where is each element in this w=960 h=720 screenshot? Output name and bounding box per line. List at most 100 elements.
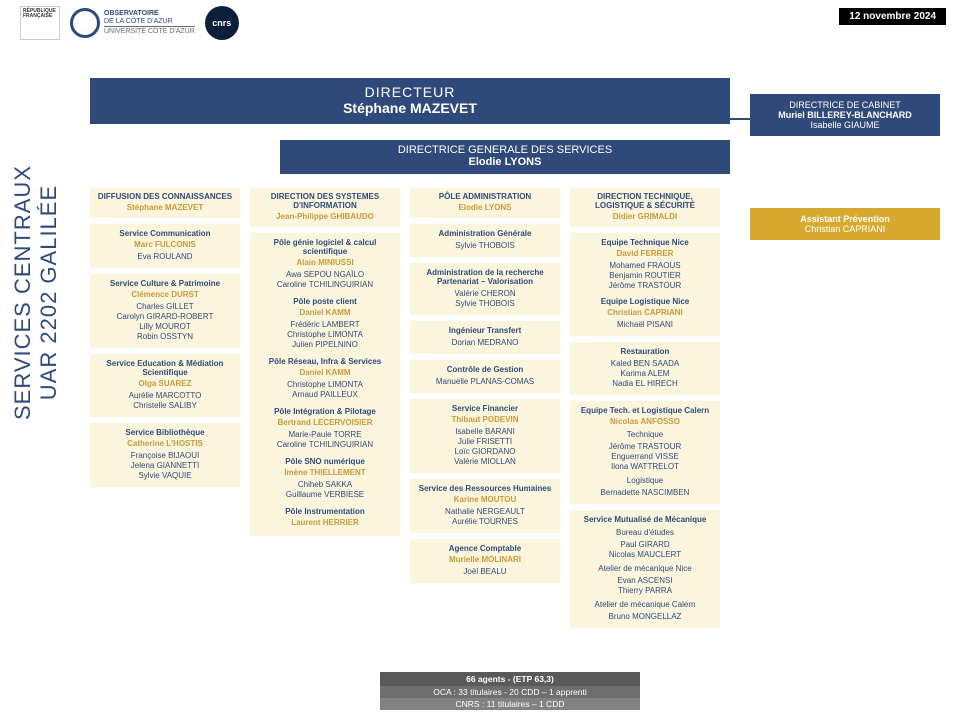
block-names: Bernadette NASCIMBEN xyxy=(574,488,716,498)
block-title: Contrôle de Gestion xyxy=(414,365,556,374)
block-names: Nathalie NERGEAULTAurélie TOURNES xyxy=(414,507,556,527)
service-block: Ingénieur Transfert Dorian MEDRANO xyxy=(410,321,560,354)
column-lead: Jean-Philippe GHIBAUDO xyxy=(254,212,396,221)
block-title: Ingénieur Transfert xyxy=(414,326,556,335)
block-names: Evan ASCENSIThierry PARRA xyxy=(574,576,716,596)
side-title-line1: SERVICES CENTRAUX xyxy=(10,165,36,420)
column-head: DIRECTION TECHNIQUE, LOGISTIQUE & SÉCURI… xyxy=(570,188,720,227)
assistant-name: Christian CAPRIANI xyxy=(754,224,936,234)
service-block: Administration de la recherche Partenari… xyxy=(410,263,560,315)
block-subsection: Atelier de mécanique Calern xyxy=(574,600,716,609)
block-names: Awa SEPOU NGAÏLOCaroline TCHILINGUIRIAN xyxy=(254,270,396,290)
service-block: Service Communication Marc FULCONIS Eva RO… xyxy=(90,224,240,268)
service-block: Service FinancierThibaut PODEVINIsabelle… xyxy=(410,399,560,473)
block-title: Pôle SNO numérique xyxy=(254,457,396,466)
service-block: Administration GénéraleSylvie THOBOIS xyxy=(410,224,560,257)
footer-line3: CNRS : 11 titulaires – 1 CDD xyxy=(380,698,640,710)
dgs-role: DIRECTRICE GENERALE DES SERVICES xyxy=(280,144,730,156)
column-title: DIRECTION TECHNIQUE, LOGISTIQUE & SÉCURI… xyxy=(574,192,716,210)
block-names: Kaled BEN SAADAKarima ALEMNadia EL HIREC… xyxy=(574,359,716,389)
block-subsection: Bureau d'études xyxy=(574,528,716,537)
block-title: Agence Comptable xyxy=(414,544,556,553)
oca-line1: OBSERVATOIRE xyxy=(104,10,195,17)
director-role: DIRECTEUR xyxy=(90,84,730,100)
cabinet-box: DIRECTRICE DE CABINET Muriel BILLEREY-BL… xyxy=(750,94,940,136)
column-head: DIRECTION DES SYSTEMES D'INFORMATION Jean… xyxy=(250,188,400,227)
block-lead: Bertrand LECERVOISIER xyxy=(254,418,396,427)
cabinet-sub: Isabelle GIAUME xyxy=(754,120,936,130)
block-title: Pôle Intégration & Pilotage xyxy=(254,407,396,416)
block-names: Eva ROULAND xyxy=(94,252,236,262)
block-names: Michaël PISANI xyxy=(574,320,716,330)
block-title: Pôle poste client xyxy=(254,297,396,306)
logo-cnrs: cnrs xyxy=(205,6,239,40)
column-lead: Stéphane MAZEVET xyxy=(94,203,236,212)
oca-text: OBSERVATOIRE DE LA CÔTE D'AZUR UNIVERSIT… xyxy=(104,10,195,35)
block-names: Mohamed FRAOUSBenjamin ROUTIERJérôme TRA… xyxy=(574,261,716,291)
service-block: Service Mutualisé de MécaniqueBureau d'é… xyxy=(570,510,720,628)
column-head: PÔLE ADMINISTRATIONElodie LYONS xyxy=(410,188,560,218)
block-title: Service Bibliothèque xyxy=(94,428,236,437)
service-block: Equipe Technique NiceDavid FERRERMohamed… xyxy=(570,233,720,336)
column-title: DIRECTION DES SYSTEMES D'INFORMATION xyxy=(254,192,396,210)
block-names: Dorian MEDRANO xyxy=(414,338,556,348)
assistant-role: Assistant Prévention xyxy=(754,214,936,224)
header-logos: RÉPUBLIQUE FRANÇAISE OBSERVATOIRE DE LA … xyxy=(20,6,239,40)
director-name: Stéphane MAZEVET xyxy=(90,100,730,116)
block-names: Isabelle BARANIJulie FRISETTILoïc GIORDA… xyxy=(414,427,556,467)
block-lead: Clémence DURST xyxy=(94,290,236,299)
column-lead: Didier GRIMALDI xyxy=(574,212,716,221)
block-title: Equipe Tech. et Logistique Calern xyxy=(574,406,716,415)
block-title: Service Communication xyxy=(94,229,236,238)
org-chart: DIRECTEUR Stéphane MAZEVET DIRECTRICE DE… xyxy=(90,78,950,714)
block-names: Paul GIRARDNicolas MAUCLERT xyxy=(574,540,716,560)
column: DIRECTION DES SYSTEMES D'INFORMATION Jean… xyxy=(250,188,400,536)
service-block: RestaurationKaled BEN SAADAKarima ALEMNa… xyxy=(570,342,720,395)
service-block: Service Education & Médiation Scientifiq… xyxy=(90,354,240,417)
oca-ring-icon xyxy=(70,8,100,38)
block-names: Chiheb SAKKAGuillaume VERBIESE xyxy=(254,480,396,500)
oca-line3: UNIVERSITÉ CÔTE D'AZUR xyxy=(104,26,195,35)
block-names: Christophe LIMONTAArnaud PAILLEUX xyxy=(254,380,396,400)
footer-line2: OCA : 33 titulaires - 20 CDD – 1 apprent… xyxy=(380,686,640,698)
block-title: Equipe Logistique Nice xyxy=(574,297,716,306)
service-block: Equipe Tech. et Logistique CalernNicolas… xyxy=(570,401,720,504)
block-lead: Laurent HERRIER xyxy=(254,518,396,527)
dgs-box: DIRECTRICE GENERALE DES SERVICES Elodie … xyxy=(280,140,730,174)
block-names: Joël BEALU xyxy=(414,567,556,577)
block-title: Service Financier xyxy=(414,404,556,413)
dgs-name: Elodie LYONS xyxy=(280,156,730,168)
block-title: Pôle Réseau, Infra & Services xyxy=(254,357,396,366)
block-names: Bruno MONGELLAZ xyxy=(574,612,716,622)
block-names: Jérôme TRASTOUREnguerrand VISSEIlona WAT… xyxy=(574,442,716,472)
columns: DIFFUSION DES CONNAISSANCESStéphane MAZE… xyxy=(90,188,950,628)
block-title: Service Culture & Patrimoine xyxy=(94,279,236,288)
service-block: Service des Ressources HumainesKarine MO… xyxy=(410,479,560,533)
side-title-line2: UAR 2202 GALILÉE xyxy=(36,165,62,420)
block-title: Equipe Technique Nice xyxy=(574,238,716,247)
cabinet-role: DIRECTRICE DE CABINET xyxy=(754,100,936,110)
block-title: Service Education & Médiation Scientifiq… xyxy=(94,359,236,377)
service-block: Contrôle de GestionManuelle PLANAS-COMAS xyxy=(410,360,560,393)
block-names: Marie-Paule TORRECaroline TCHILINGUIRIAN xyxy=(254,430,396,450)
block-lead: Olga SUAREZ xyxy=(94,379,236,388)
block-names: Charles GILLETCarolyn GIRARD-ROBERTLilly… xyxy=(94,302,236,342)
block-lead: Imène THIELLEMENT xyxy=(254,468,396,477)
date-badge: 12 novembre 2024 xyxy=(839,8,946,25)
cabinet-name: Muriel BILLEREY-BLANCHARD xyxy=(754,110,936,120)
side-title: SERVICES CENTRAUX UAR 2202 GALILÉE xyxy=(10,165,62,420)
column: PÔLE ADMINISTRATIONElodie LYONS Administr… xyxy=(410,188,560,583)
block-lead: Marc FULCONIS xyxy=(94,240,236,249)
block-names: Frédéric LAMBERTChristophe LIMONTAJulien… xyxy=(254,320,396,350)
block-lead: Daniel KAMM xyxy=(254,308,396,317)
director-box: DIRECTEUR Stéphane MAZEVET xyxy=(90,78,730,124)
block-lead: Catherine L'HOSTIS xyxy=(94,439,236,448)
column-lead: Elodie LYONS xyxy=(414,203,556,212)
block-lead: Daniel KAMM xyxy=(254,368,396,377)
block-lead: Karine MOUTOU xyxy=(414,495,556,504)
logo-republique-francaise: RÉPUBLIQUE FRANÇAISE xyxy=(20,6,60,40)
service-block: Pôle génie logiciel & calcul scientifiqu… xyxy=(250,233,400,536)
block-title: Pôle Instrumentation xyxy=(254,507,396,516)
column-head: DIFFUSION DES CONNAISSANCESStéphane MAZE… xyxy=(90,188,240,218)
block-subsection: Atelier de mécanique Nice xyxy=(574,564,716,573)
